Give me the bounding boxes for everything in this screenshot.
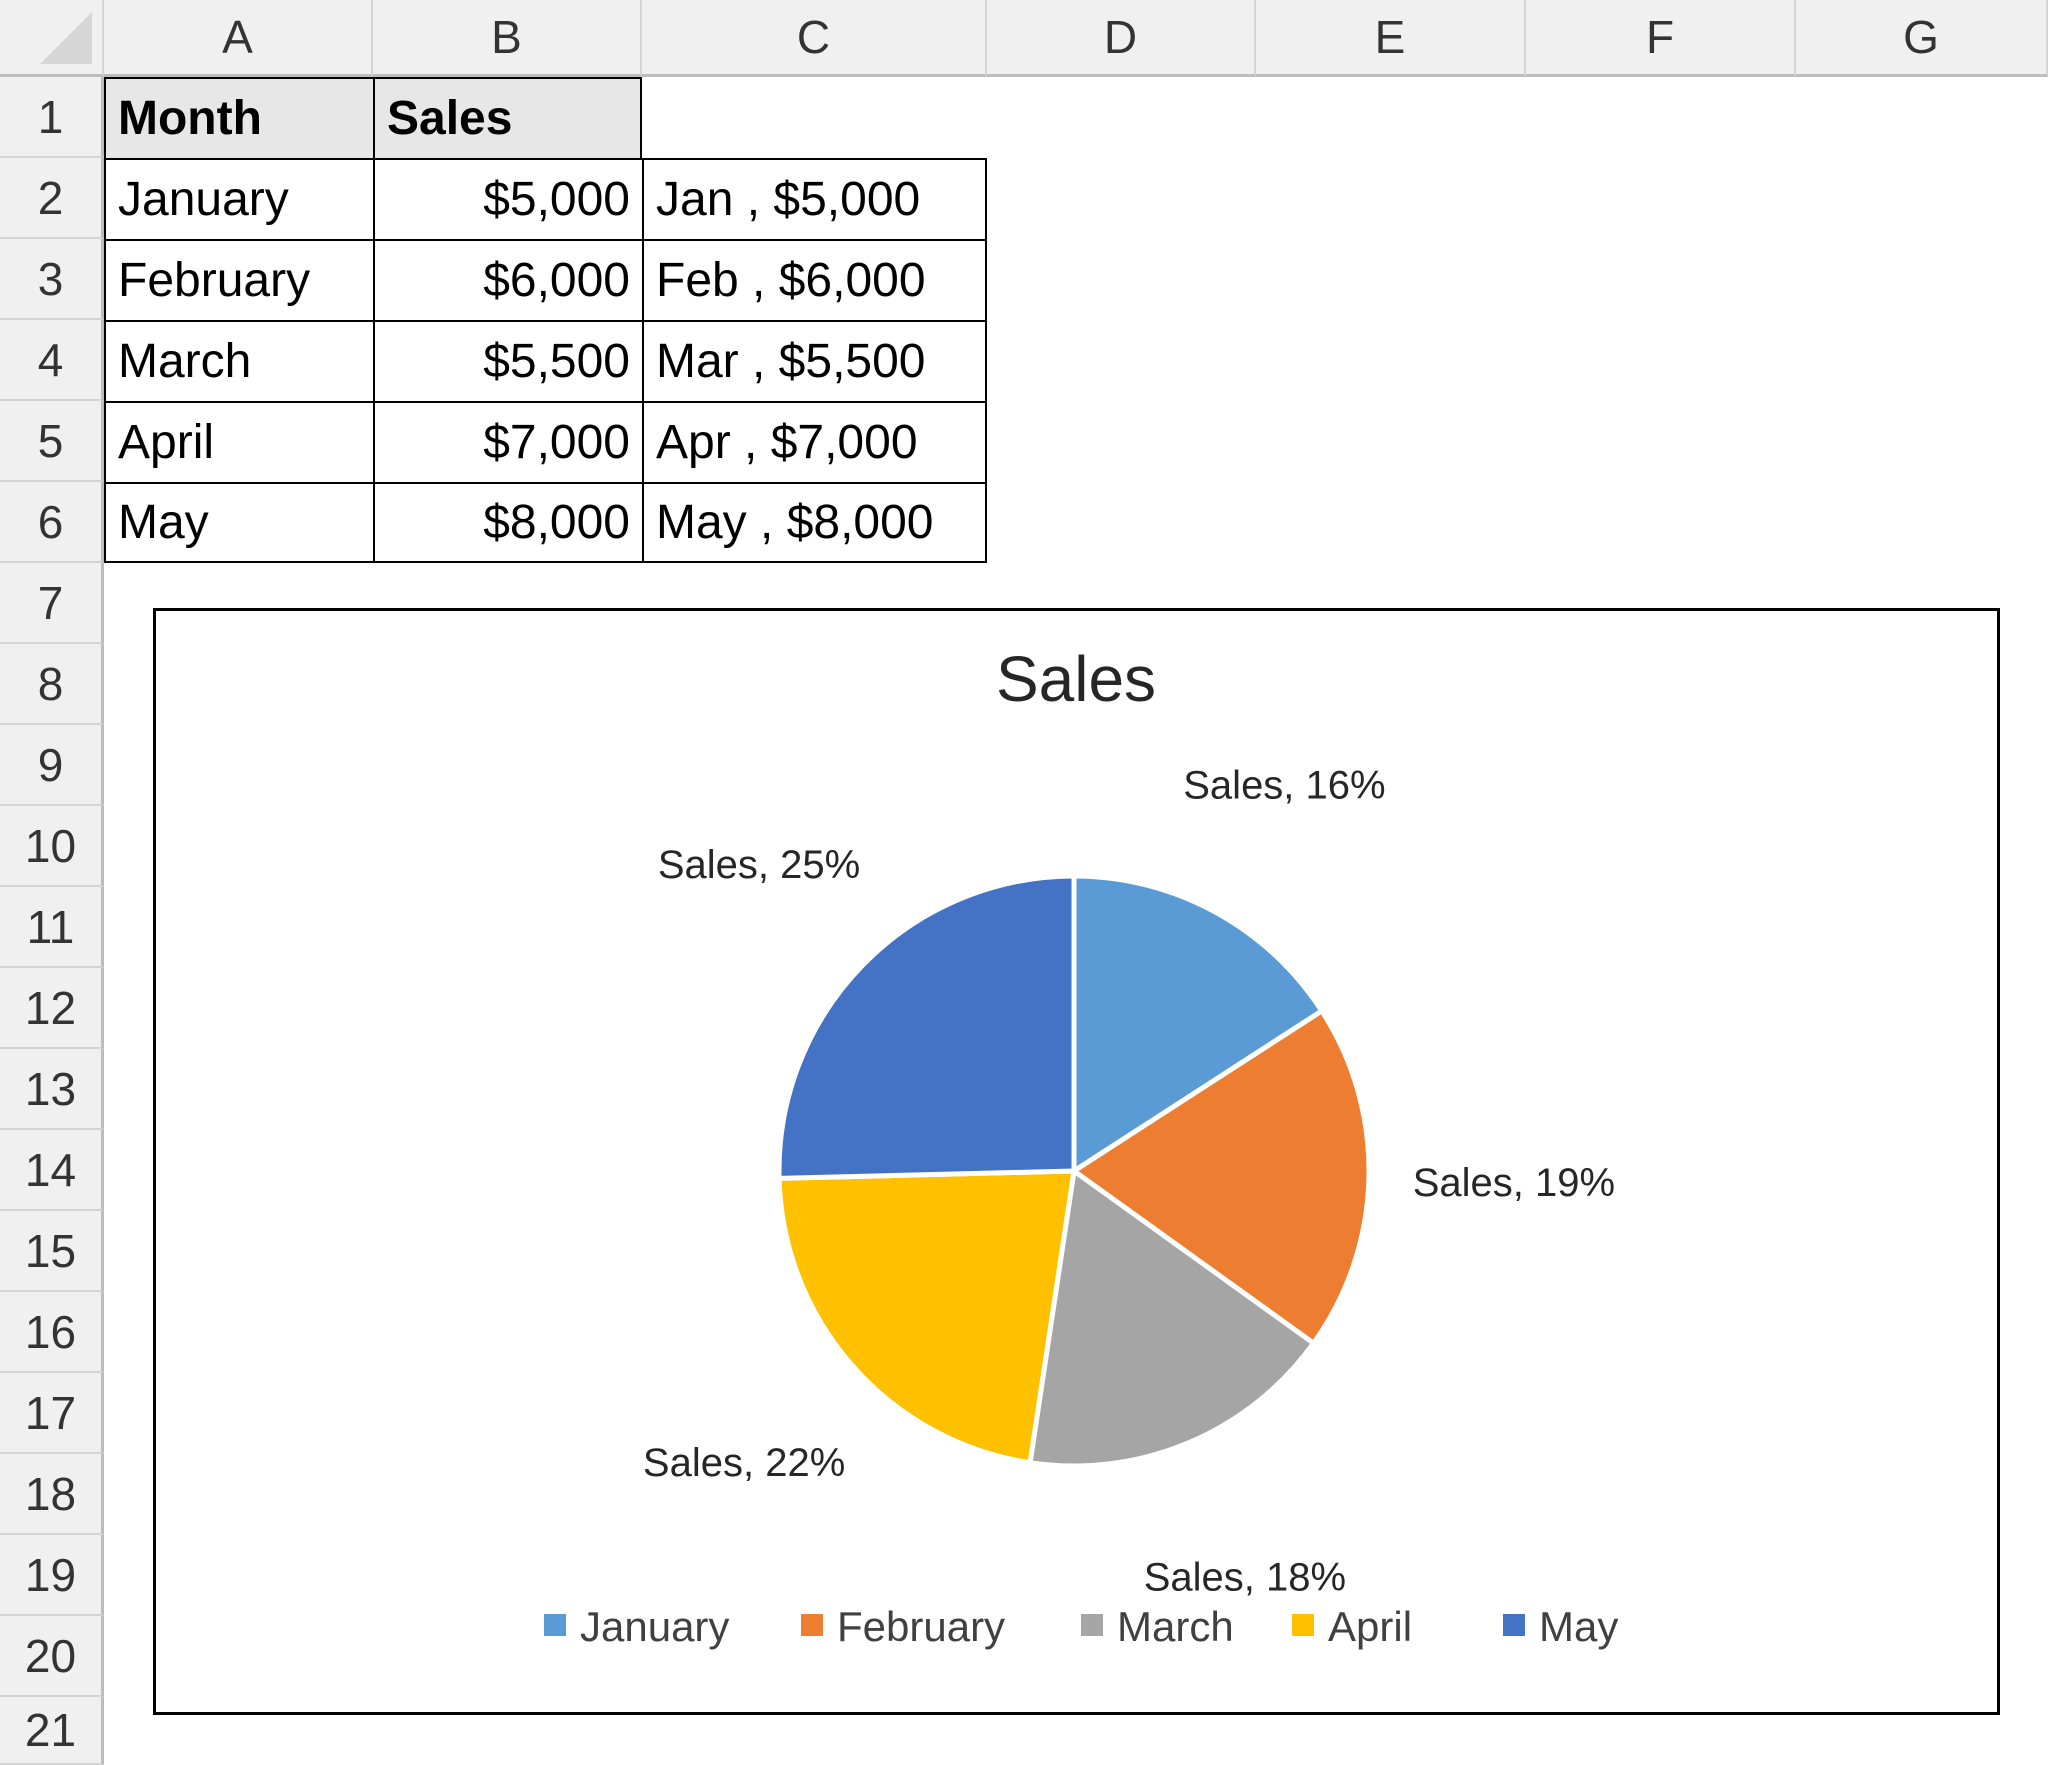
legend-swatch-april bbox=[1292, 1614, 1314, 1636]
data-label-january[interactable]: Sales, 16% bbox=[1183, 764, 1385, 808]
row-header-13[interactable]: 13 bbox=[0, 1049, 104, 1130]
cell-c4[interactable]: Mar , $5,500 bbox=[642, 320, 987, 401]
pie-chart[interactable]: Sales Sales, 16% Sales, 19% Sales, 18% Sale… bbox=[153, 608, 2000, 1715]
cell-a5[interactable]: April bbox=[104, 401, 373, 482]
pie-slice-february[interactable] bbox=[1069, 1007, 1372, 1347]
row-header-20[interactable]: 20 bbox=[0, 1616, 104, 1697]
row-header-11[interactable]: 11 bbox=[0, 887, 104, 968]
chart-title[interactable]: Sales bbox=[996, 643, 1156, 715]
cell-b4[interactable]: $5,500 bbox=[373, 320, 642, 401]
row-header-2[interactable]: 2 bbox=[0, 158, 104, 239]
legend-entry-january[interactable]: January bbox=[580, 1603, 729, 1650]
data-label-february[interactable]: Sales, 19% bbox=[1413, 1161, 1615, 1205]
data-labels: Sales, 16% Sales, 19% Sales, 18% Sales, 22%… bbox=[643, 764, 1615, 1600]
column-header-d[interactable]: D bbox=[987, 0, 1256, 77]
cell-a2[interactable]: January bbox=[104, 158, 373, 239]
cell-c3[interactable]: Feb , $6,000 bbox=[642, 239, 987, 320]
legend-entry-april[interactable]: April bbox=[1328, 1603, 1412, 1650]
column-header-e[interactable]: E bbox=[1256, 0, 1526, 77]
cell-c5[interactable]: Apr , $7,000 bbox=[642, 401, 987, 482]
cell-b6[interactable]: $8,000 bbox=[373, 482, 642, 563]
cell-b3[interactable]: $6,000 bbox=[373, 239, 642, 320]
row-header-9[interactable]: 9 bbox=[0, 725, 104, 806]
cell-a4[interactable]: March bbox=[104, 320, 373, 401]
cell-a3[interactable]: February bbox=[104, 239, 373, 320]
pie-slice-april[interactable] bbox=[776, 1168, 1077, 1466]
row-header-15[interactable]: 15 bbox=[0, 1211, 104, 1292]
data-label-march[interactable]: Sales, 18% bbox=[1144, 1555, 1346, 1599]
row-header-10[interactable]: 10 bbox=[0, 806, 104, 887]
row-header-4[interactable]: 4 bbox=[0, 320, 104, 401]
row-header-8[interactable]: 8 bbox=[0, 644, 104, 725]
legend-entry-may[interactable]: May bbox=[1539, 1603, 1618, 1650]
column-header-c[interactable]: C bbox=[642, 0, 987, 77]
cell-a1[interactable]: Month bbox=[104, 77, 373, 158]
row-header-7[interactable]: 7 bbox=[0, 563, 104, 644]
pie-slices bbox=[776, 873, 1372, 1469]
column-header-f[interactable]: F bbox=[1526, 0, 1796, 77]
column-header-g[interactable]: G bbox=[1796, 0, 2048, 77]
row-header-5[interactable]: 5 bbox=[0, 401, 104, 482]
row-header-17[interactable]: 17 bbox=[0, 1373, 104, 1454]
row-header-3[interactable]: 3 bbox=[0, 239, 104, 320]
select-all-icon bbox=[40, 12, 92, 64]
pie-slice-may[interactable] bbox=[776, 873, 1077, 1181]
select-all-corner[interactable] bbox=[0, 0, 104, 77]
cell-b2[interactable]: $5,000 bbox=[373, 158, 642, 239]
legend-entry-february[interactable]: February bbox=[837, 1603, 1005, 1650]
row-header-14[interactable]: 14 bbox=[0, 1130, 104, 1211]
legend-swatch-january bbox=[544, 1614, 566, 1636]
row-header-1[interactable]: 1 bbox=[0, 77, 104, 158]
cell-b1[interactable]: Sales bbox=[373, 77, 642, 158]
legend-swatch-may bbox=[1503, 1614, 1525, 1636]
column-header-b[interactable]: B bbox=[373, 0, 642, 77]
row-header-16[interactable]: 16 bbox=[0, 1292, 104, 1373]
chart-legend[interactable]: January February March April May bbox=[544, 1603, 1618, 1650]
row-header-6[interactable]: 6 bbox=[0, 482, 104, 563]
data-label-may[interactable]: Sales, 25% bbox=[658, 843, 860, 887]
cell-c2[interactable]: Jan , $5,000 bbox=[642, 158, 987, 239]
column-header-a[interactable]: A bbox=[104, 0, 373, 77]
cell-b5[interactable]: $7,000 bbox=[373, 401, 642, 482]
data-label-april[interactable]: Sales, 22% bbox=[643, 1441, 845, 1485]
cell-c6[interactable]: May , $8,000 bbox=[642, 482, 987, 563]
legend-entry-march[interactable]: March bbox=[1117, 1603, 1234, 1650]
pie-slice-march[interactable] bbox=[1027, 1166, 1318, 1469]
cell-a6[interactable]: May bbox=[104, 482, 373, 563]
row-header-19[interactable]: 19 bbox=[0, 1535, 104, 1616]
pie-slice-january[interactable] bbox=[1071, 873, 1326, 1176]
row-header-12[interactable]: 12 bbox=[0, 968, 104, 1049]
legend-swatch-march bbox=[1081, 1614, 1103, 1636]
pie-chart-canvas: Sales Sales, 16%Sales, 19%Sales, 18%Sale… bbox=[544, 643, 1618, 1650]
row-header-21[interactable]: 21 bbox=[0, 1697, 104, 1765]
row-header-18[interactable]: 18 bbox=[0, 1454, 104, 1535]
legend-swatch-february bbox=[801, 1614, 823, 1636]
